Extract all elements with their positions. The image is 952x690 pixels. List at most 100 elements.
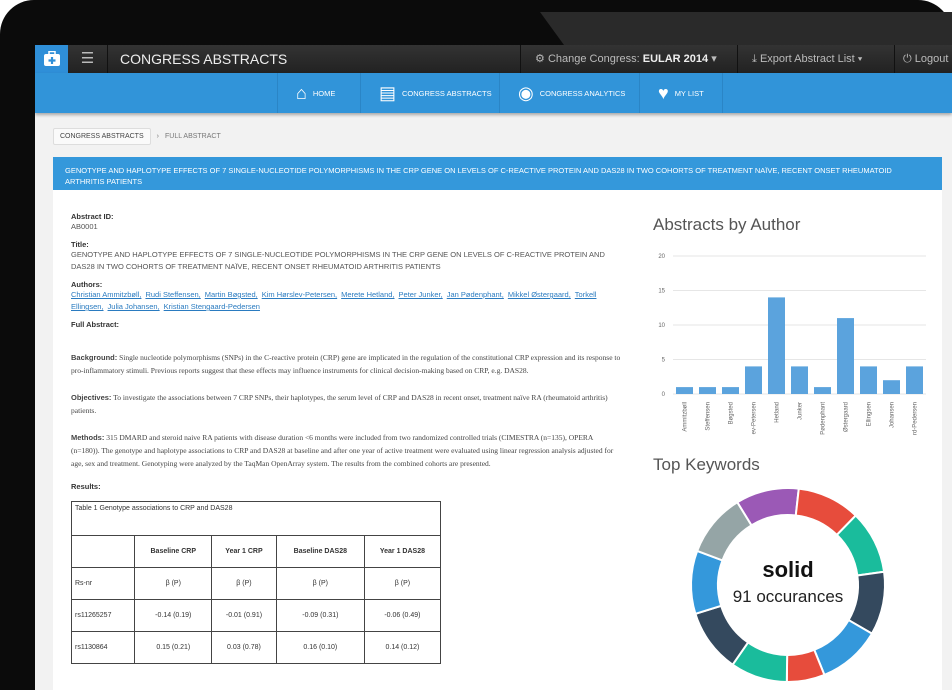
results-label: Results: [71, 482, 101, 491]
abstract-id: AB0001 [71, 222, 98, 231]
heart-icon: ♥ [658, 82, 669, 103]
table-row: rs11265257 -0.14 (0.19) -0.01 (0.91) -0.09 … [70, 599, 442, 632]
home-icon: ⌂ [296, 82, 307, 103]
table-cell: 0.15 (0.21) [134, 631, 213, 664]
top-bar: ☰ CONGRESS ABSTRACTS ⚙ Change Congress: … [35, 45, 952, 73]
logout-button[interactable]: ⏻ Logout [894, 45, 952, 73]
x-tick-label: Bøgsted [729, 402, 735, 424]
title-label: Title: [71, 240, 89, 249]
background-text: Single nucleotide polymorphisms (SNPs) i… [71, 353, 621, 375]
main-nav: ⌂ HOME ▤ CONGRESS ABSTRACTS ◉ CONGRESS ANAL… [35, 73, 952, 113]
dashboard-icon: ◉ [518, 82, 534, 103]
nav-my-list[interactable]: ♥ MY LIST [639, 73, 723, 113]
background-section: Background: Single nucleotide polymorphi… [71, 351, 621, 377]
x-tick-label: Østergaard [844, 402, 850, 432]
x-tick-label: Johansen [890, 402, 896, 428]
donut-center-sub: 91 occurances [733, 587, 844, 606]
x-tick-label: Ammitzbøll [683, 402, 689, 432]
table-header [70, 535, 136, 568]
bar [768, 297, 785, 394]
author-link[interactable]: Peter Junker, [398, 290, 443, 299]
medical-kit-logo-icon[interactable] [35, 45, 68, 73]
full-abstract-label: Full Abstract: [71, 320, 120, 329]
download-icon: ⤓ [752, 53, 757, 65]
change-congress-label: Change Congress: [547, 53, 640, 65]
nav-congress-abstracts[interactable]: ▤ CONGRESS ABSTRACTS [360, 73, 510, 113]
objectives-section: Objectives: To investigate the associati… [71, 391, 621, 417]
table-header: Baseline CRP [134, 535, 213, 568]
bar [860, 366, 877, 394]
app-title: CONGRESS ABSTRACTS [120, 51, 288, 67]
bar [837, 318, 854, 394]
table-row: Rs-nr β (P) β (P) β (P) β (P) [70, 567, 442, 600]
author-link[interactable]: Merete Hetland, [341, 290, 395, 299]
donut-segment [690, 549, 724, 616]
bar [676, 387, 693, 394]
table-cell: rs11265257 [70, 599, 136, 632]
nav-congress-analytics[interactable]: ◉ CONGRESS ANALYTICS [499, 73, 643, 113]
breadcrumb: CONGRESS ABSTRACTS › FULL ABSTRACT [53, 128, 221, 145]
abstract-panel: Abstract ID: AB0001 Title: GENOTYPE AND … [53, 190, 942, 690]
abstracts-by-author-chart: 0 5 10 15 20 Ammitzbøll Steffensen Bøgsted ev-Pe… [658, 254, 926, 435]
author-link[interactable]: Rudi Steffensen, [145, 290, 201, 299]
y-tick-label: 5 [662, 358, 666, 364]
x-tick-label: Ellingsen [867, 402, 873, 426]
bar [906, 366, 923, 394]
y-tick-label: 20 [658, 254, 665, 260]
author-link[interactable]: Kim Hørslev-Petersen, [261, 290, 338, 299]
table-cell: 0.16 (0.10) [275, 631, 365, 664]
authors-label: Authors: [71, 280, 103, 289]
donut-center-label: solid [762, 557, 813, 582]
abstract-details: Abstract ID: AB0001 Title: GENOTYPE AND … [70, 205, 621, 664]
y-tick-label: 15 [658, 289, 665, 295]
top-keywords-donut: solid 91 occurances [690, 487, 886, 684]
export-dropdown[interactable]: ⤓ Export Abstract List ▾ [737, 45, 894, 73]
keywords-chart-title: Top Keywords [653, 455, 760, 474]
power-icon: ⏻ [903, 53, 912, 65]
author-link[interactable]: Mikkel Østergaard, [507, 290, 571, 299]
table-cell: 0.03 (0.78) [211, 631, 277, 664]
author-link[interactable]: Torkell Ellingsen, [71, 290, 597, 311]
table-cell: -0.06 (0.49) [363, 599, 442, 632]
abstract-title: GENOTYPE AND HAPLOTYPE EFFECTS OF 7 SING… [71, 250, 605, 271]
nav-label: MY LIST [674, 88, 704, 98]
nav-label: CONGRESS ANALYTICS [539, 88, 626, 98]
x-tick-label: Pødenphant [821, 402, 827, 435]
author-link[interactable]: Julia Johansen, [107, 302, 160, 311]
gear-icon: ⚙ [535, 53, 545, 65]
author-link[interactable]: Jan Pødenphant, [446, 290, 504, 299]
logout-label: Logout [914, 53, 949, 65]
table-cell: rs1130864 [70, 631, 136, 664]
nav-home[interactable]: ⌂ HOME [277, 73, 353, 113]
table-cell: -0.14 (0.19) [134, 599, 213, 632]
author-link[interactable]: Kristian Stengaard-Pedersen [163, 302, 260, 311]
table-cell: β (P) [211, 567, 277, 600]
bar [745, 366, 762, 394]
table-cell: β (P) [134, 567, 213, 600]
methods-label: Methods: [71, 433, 105, 442]
table-cell: β (P) [363, 567, 442, 600]
x-tick-label: ev-Petersen [752, 402, 758, 434]
table-cell: -0.01 (0.91) [211, 599, 277, 632]
breadcrumb-full-abstract: FULL ABSTRACT [164, 133, 221, 140]
x-tick-label: rd-Pedersen [913, 402, 919, 435]
table-caption: Table 1 Genotype associations to CRP and… [71, 501, 441, 536]
nav-label: CONGRESS ABSTRACTS [402, 88, 492, 98]
author-link[interactable]: Christian Ammitzbøll, [71, 290, 142, 299]
bar [699, 387, 716, 394]
x-tick-label: Junker [798, 402, 804, 420]
author-link[interactable]: Martin Bøgsted, [204, 290, 258, 299]
authors-chart-title: Abstracts by Author [653, 215, 801, 234]
bar [722, 387, 739, 394]
table-cell: Rs-nr [70, 567, 136, 600]
hamburger-menu-icon[interactable]: ☰ [68, 45, 108, 73]
authors-list: Christian Ammitzbøll, Rudi Steffensen, Mar… [71, 289, 621, 313]
bar [791, 366, 808, 394]
change-congress-dropdown[interactable]: ⚙ Change Congress: EULAR 2014 ▾ [520, 45, 737, 73]
x-tick-label: Hetland [775, 402, 781, 423]
bar [814, 387, 831, 394]
document-icon: ▤ [379, 82, 397, 103]
congress-value: EULAR 2014 [642, 53, 709, 65]
breadcrumb-congress-abstracts[interactable]: CONGRESS ABSTRACTS [53, 128, 151, 145]
bezel-shine [540, 12, 952, 46]
